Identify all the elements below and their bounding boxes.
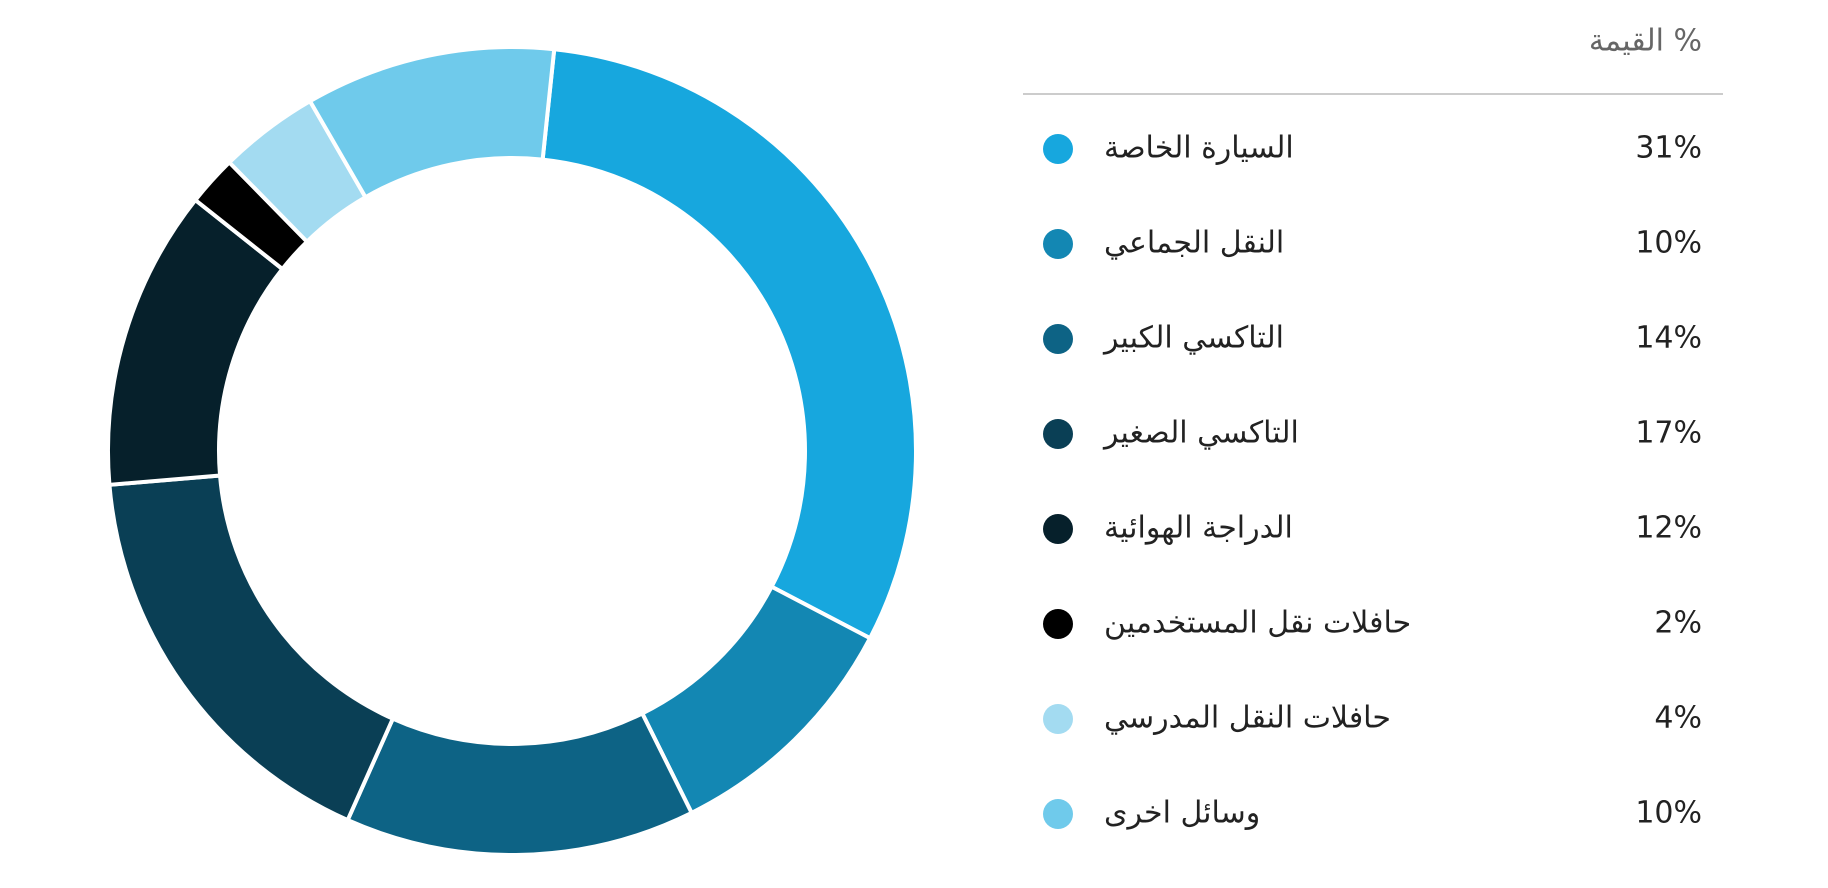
value-label: 10% [1635,226,1702,261]
legend-label: التاكسي الكبير [1102,321,1284,356]
donut-slice [540,47,918,641]
legend-label: حافلات نقل المستخدمين [1104,606,1411,641]
value-label: 4% [1654,701,1702,736]
donut-slice [307,45,557,200]
value-label: 12% [1635,511,1702,546]
legend-label: الدراجة الهوائية [1104,511,1293,546]
legend-label: النقل الجماعي [1104,226,1284,261]
legend-header: القيمة % [1589,24,1702,59]
legend-swatch [1043,134,1073,164]
legend-swatch [1043,704,1073,734]
legend-swatch [1043,324,1073,354]
legend-label: حافلات النقل المدرسي [1104,701,1391,736]
value-label: 17% [1635,416,1702,451]
legend-swatch [1043,799,1073,829]
value-label: 2% [1654,606,1702,641]
legend-swatch [1043,419,1073,449]
legend-swatch [1043,514,1073,544]
value-label: 10% [1635,796,1702,831]
donut-slice [345,710,695,857]
legend-label: وسائل اخرى [1104,796,1260,831]
legend-swatch [1043,609,1073,639]
value-label: 31% [1635,131,1702,166]
donut-slice [107,473,396,823]
legend-label: السيارة الخاصة [1104,131,1294,166]
legend-swatch [1043,229,1073,259]
legend-label: التاكسي الصغير [1102,416,1299,451]
value-label: 14% [1635,321,1702,356]
